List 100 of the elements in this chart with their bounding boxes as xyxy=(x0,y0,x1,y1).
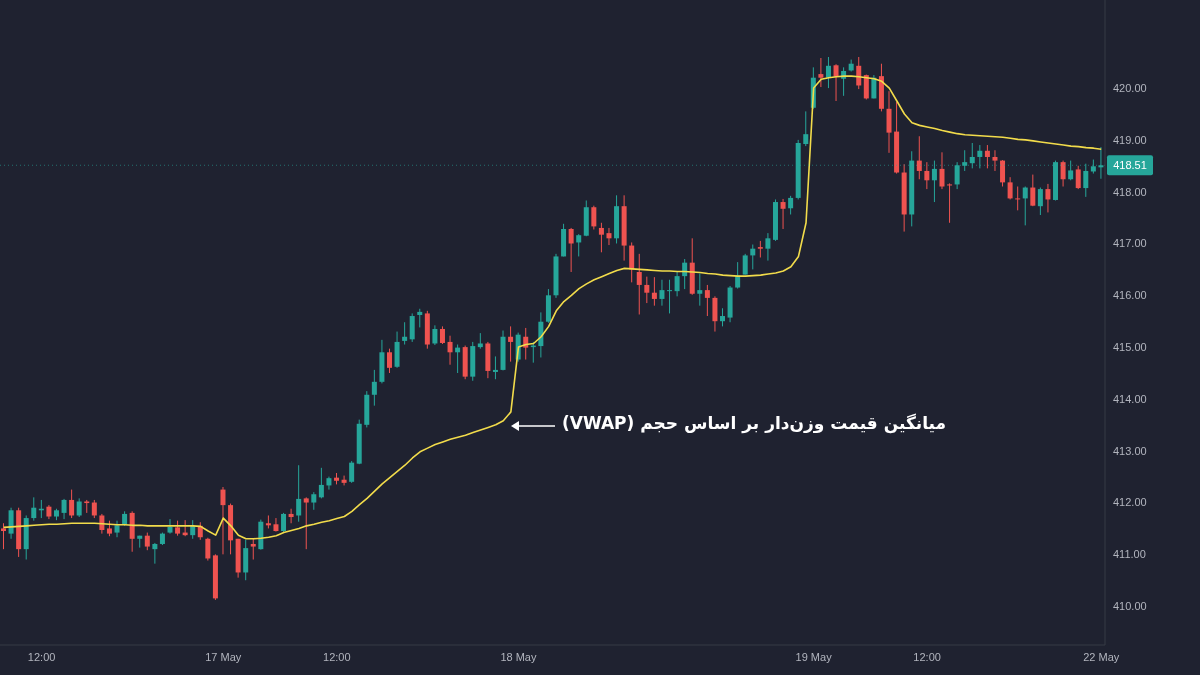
candlestick xyxy=(576,233,582,257)
y-tick-label: 413.00 xyxy=(1113,444,1147,457)
candlestick xyxy=(636,253,642,315)
candlestick xyxy=(303,496,309,550)
candlestick xyxy=(606,227,612,246)
candlestick xyxy=(931,160,937,203)
candlestick xyxy=(1098,146,1104,180)
candlestick xyxy=(1083,163,1089,198)
candlestick xyxy=(659,279,665,307)
candlestick xyxy=(1068,160,1074,181)
candlestick xyxy=(1037,187,1043,216)
candlestick xyxy=(765,232,771,262)
candlestick xyxy=(91,499,97,519)
candlestick xyxy=(856,56,862,90)
x-tick-label: 12:00 xyxy=(27,650,56,663)
candlestick xyxy=(508,325,514,363)
candlestick xyxy=(939,151,945,190)
candlestick xyxy=(8,507,14,540)
candlestick xyxy=(205,537,211,562)
candlestick xyxy=(598,222,604,253)
candlestick xyxy=(712,295,718,333)
candlestick xyxy=(720,307,726,327)
candlestick xyxy=(735,261,741,290)
candlestick xyxy=(76,497,82,518)
candlestick xyxy=(99,513,105,535)
candlestick xyxy=(1015,186,1021,211)
candlestick xyxy=(818,57,824,88)
candlestick xyxy=(992,149,998,172)
y-tick-label: 411.00 xyxy=(1113,548,1146,561)
candlestick xyxy=(780,198,786,230)
candlestick xyxy=(152,542,158,565)
y-tick-label: 414.00 xyxy=(1113,392,1147,405)
candlestick xyxy=(886,90,892,154)
candlestick xyxy=(667,279,673,314)
candlestick xyxy=(250,538,256,561)
candlestick xyxy=(1,522,6,550)
candlestick xyxy=(326,476,332,491)
candlestick xyxy=(432,324,438,346)
candlestick xyxy=(969,142,975,169)
candlestick xyxy=(417,308,423,328)
x-tick-label: 22 May xyxy=(1083,650,1120,663)
candlestick xyxy=(674,271,680,297)
candlestick xyxy=(788,195,794,215)
candlestick xyxy=(447,335,453,366)
candlestick xyxy=(1022,186,1028,226)
candlestick xyxy=(296,464,302,523)
candlestick xyxy=(962,149,968,172)
candlestick xyxy=(651,276,657,307)
candlestick xyxy=(31,496,37,522)
candlestick xyxy=(349,460,355,484)
candlestick xyxy=(704,284,710,317)
candlestick xyxy=(916,135,922,180)
y-tick-label: 410.00 xyxy=(1113,600,1147,613)
candlestick xyxy=(1007,176,1013,200)
x-tick-label: 12:00 xyxy=(913,650,941,663)
candlestick xyxy=(977,144,983,169)
y-tick-label: 419.00 xyxy=(1113,133,1147,146)
candlestick xyxy=(742,253,748,276)
candlestick xyxy=(371,369,377,407)
candlestick xyxy=(803,110,809,147)
candlestick xyxy=(1045,183,1051,213)
candlestick xyxy=(492,355,498,380)
x-tick-label: 19 May xyxy=(795,650,833,663)
x-tick-label: 12:00 xyxy=(323,650,351,663)
candlestick xyxy=(220,486,226,555)
annotation: میانگین قیمت وزن‌دار بر اساس حجم (VWAP) xyxy=(562,413,947,433)
candlestick xyxy=(61,498,67,520)
candlestick xyxy=(318,467,324,499)
candlestick xyxy=(1030,174,1036,207)
candlestick xyxy=(288,508,294,524)
y-tick-label: 418.00 xyxy=(1113,185,1147,198)
candlestick xyxy=(341,475,347,486)
candlestick xyxy=(386,348,392,374)
y-tick-label: 416.00 xyxy=(1113,289,1147,302)
x-tick-label: 18 May xyxy=(500,650,537,663)
candlestick xyxy=(1060,160,1066,188)
candlestick xyxy=(954,161,960,190)
candlestick xyxy=(69,489,75,519)
candlestick xyxy=(1000,159,1006,188)
candlestick xyxy=(273,517,279,533)
x-tick-label: 17 May xyxy=(205,650,242,663)
y-tick-label: 420.00 xyxy=(1113,81,1147,94)
candlestick xyxy=(167,518,173,535)
candlestick xyxy=(409,312,415,343)
y-tick-label: 415.00 xyxy=(1113,341,1147,354)
candlestick xyxy=(825,56,831,89)
candlestick xyxy=(984,144,990,169)
candlestick xyxy=(568,227,574,273)
candlestick xyxy=(644,276,650,304)
candlestick xyxy=(591,205,597,231)
candlestick xyxy=(402,321,408,346)
candlestick xyxy=(947,182,953,224)
candlestick xyxy=(682,258,688,290)
candlestick xyxy=(924,161,930,190)
candlestick xyxy=(281,512,287,533)
y-tick-label: 412.00 xyxy=(1113,496,1147,509)
y-tick-label: 417.00 xyxy=(1113,237,1147,250)
ref-line-label: 418.51 xyxy=(1113,159,1147,172)
candlestick xyxy=(1075,165,1081,190)
candlestick xyxy=(629,241,635,283)
